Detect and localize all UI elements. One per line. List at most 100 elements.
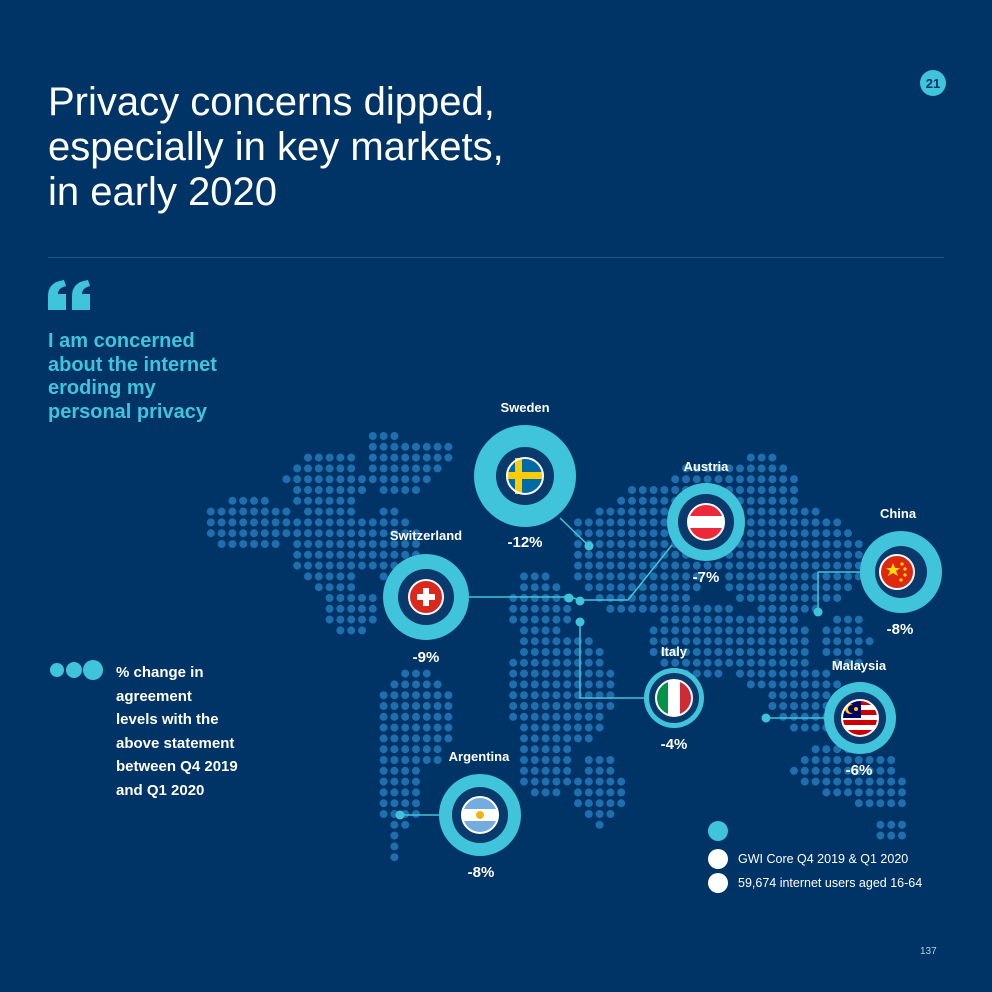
map-dot [714, 626, 723, 635]
map-dot [390, 745, 399, 754]
map-dot [584, 680, 593, 689]
map-dot [790, 691, 798, 700]
map-dot [401, 464, 410, 473]
map-dot [887, 820, 896, 829]
map-dot [800, 680, 809, 689]
map-dot [692, 658, 701, 667]
map-dot [239, 540, 248, 548]
map-dot [811, 507, 820, 516]
map-dot [736, 583, 744, 592]
map-dot [671, 604, 680, 613]
map-dot [401, 820, 410, 829]
map-dot [617, 540, 626, 548]
map-dot [336, 475, 345, 484]
country-value-malaysia: -6% [845, 762, 873, 779]
map-dot [854, 550, 863, 559]
map-dot [574, 572, 582, 581]
map-dot [293, 518, 302, 527]
map-dot [552, 766, 561, 775]
map-dot [800, 648, 809, 656]
source-row: 59,674 internet users aged 16-64 [708, 873, 922, 893]
map-dot [822, 550, 831, 559]
map-dot [736, 464, 744, 473]
map-dot [833, 572, 842, 581]
map-dot [595, 594, 604, 602]
map-dot [314, 518, 323, 527]
map-dot [314, 572, 323, 581]
map-dot [833, 637, 842, 646]
map-dot [574, 669, 582, 678]
map-dot [390, 831, 399, 840]
map-dot [552, 691, 561, 700]
map-dot [768, 486, 777, 494]
map-dot [628, 486, 636, 494]
map-dot [628, 604, 636, 613]
map-dot [800, 550, 809, 559]
map-dot [574, 712, 582, 721]
map-dot [649, 540, 658, 548]
map-dot [390, 464, 399, 473]
country-name-malaysia: Malaysia [831, 658, 887, 673]
map-dot [671, 658, 680, 667]
map-dot [746, 550, 755, 559]
map-dot [584, 669, 593, 678]
map-dot [671, 561, 680, 570]
map-dot [660, 583, 669, 592]
map-dot [584, 810, 593, 818]
map-dot [790, 518, 798, 527]
map-dot [584, 518, 593, 527]
map-dot [768, 637, 777, 646]
map-dot [757, 626, 766, 635]
map-dot [682, 648, 690, 656]
map-dot [422, 734, 431, 743]
map-dot [314, 529, 323, 538]
map-dot [444, 734, 453, 743]
map-dot [833, 756, 842, 764]
map-dot [584, 561, 593, 570]
map-dot [336, 604, 345, 613]
italy-marker [644, 668, 704, 728]
map-dot [433, 756, 442, 764]
map-dot [541, 777, 550, 786]
map-dot [433, 442, 442, 451]
map-dot [574, 550, 582, 559]
map-dot [790, 572, 798, 581]
map-dot [552, 648, 561, 656]
map-dots [206, 432, 906, 862]
map-dot [660, 604, 669, 613]
map-dot [541, 648, 550, 656]
source-line: 59,674 internet users aged 16-64 [738, 876, 923, 890]
map-dot [520, 604, 528, 613]
map-dot [412, 702, 420, 710]
map-dot [800, 723, 809, 732]
map-dot [433, 723, 442, 732]
map-dot [606, 799, 615, 808]
map-dot [325, 583, 334, 592]
map-dot [368, 561, 377, 570]
map-dot [390, 853, 399, 862]
map-dot [779, 691, 788, 700]
map-dot [228, 507, 237, 516]
map-dot [401, 529, 410, 538]
map-dot [347, 572, 356, 581]
map-dot [379, 572, 388, 581]
map-dot [595, 507, 604, 516]
map-dot [412, 745, 420, 754]
map-dot [779, 518, 788, 527]
map-dot [790, 702, 798, 710]
title-line: Privacy concerns dipped, [48, 80, 495, 124]
map-dot [768, 540, 777, 548]
map-dot [530, 734, 539, 743]
map-dot [239, 496, 248, 505]
map-dot [833, 626, 842, 635]
map-dot [617, 788, 626, 797]
country-name-china: China [879, 506, 917, 521]
map-dot [336, 550, 345, 559]
map-dot [595, 658, 604, 667]
map-dot [790, 604, 798, 613]
legend-text: % change in agreement levels with the ab… [116, 661, 286, 802]
map-dot [595, 572, 604, 581]
austria-flag [687, 503, 725, 541]
map-dot [541, 594, 550, 602]
map-dot [822, 626, 831, 635]
